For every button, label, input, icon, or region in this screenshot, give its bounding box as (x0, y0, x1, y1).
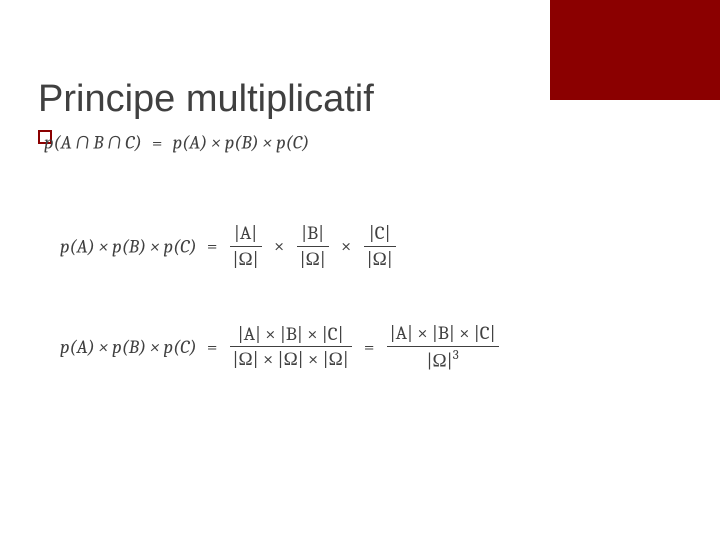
fraction-a: |A| |Ω| (230, 222, 262, 271)
eq1-rhs: p(A) × p(B) × p(C) (173, 132, 310, 154)
equation-1: p(A ∩ B ∩ C) = p(A) × p(B) × p(C) (44, 130, 309, 154)
frac-den: |Ω| (230, 247, 262, 271)
frac-den: |Ω| (297, 247, 329, 271)
corner-accent-block (550, 0, 720, 100)
equation-2: p(A) × p(B) × p(C) = |A| |Ω| × |B| |Ω| ×… (60, 222, 398, 271)
fraction-combined: |A| × |B| × |C| |Ω| × |Ω| × |Ω| (230, 323, 352, 372)
frac-num: |A| × |B| × |C| (387, 322, 499, 347)
frac-den: |Ω| × |Ω| × |Ω| (230, 347, 352, 371)
frac-num: |C| (364, 222, 396, 247)
equals-sign: = (201, 235, 224, 257)
equation-3: p(A) × p(B) × p(C) = |A| × |B| × |C| |Ω|… (60, 322, 501, 372)
equals-sign: = (358, 336, 381, 358)
fraction-final: |A| × |B| × |C| |Ω|3 (387, 322, 499, 372)
equals-sign: = (201, 336, 224, 358)
equals-sign: = (146, 132, 169, 154)
times-sign: × (335, 235, 358, 257)
frac-den: |Ω| (364, 247, 396, 271)
slide-title: Principe multiplicatif (38, 78, 374, 121)
times-sign: × (268, 235, 291, 257)
omega-base: |Ω| (427, 349, 453, 371)
eq3-lhs: p(A) × p(B) × p(C) (60, 336, 197, 358)
eq1-lhs: p(A ∩ B ∩ C) (44, 132, 142, 154)
fraction-c: |C| |Ω| (364, 222, 396, 271)
frac-num: |B| (297, 222, 329, 247)
frac-num: |A| (230, 222, 262, 247)
frac-den: |Ω|3 (387, 347, 499, 372)
eq2-lhs: p(A) × p(B) × p(C) (60, 235, 197, 257)
exponent: 3 (453, 348, 459, 363)
fraction-b: |B| |Ω| (297, 222, 329, 271)
frac-num: |A| × |B| × |C| (230, 323, 352, 348)
